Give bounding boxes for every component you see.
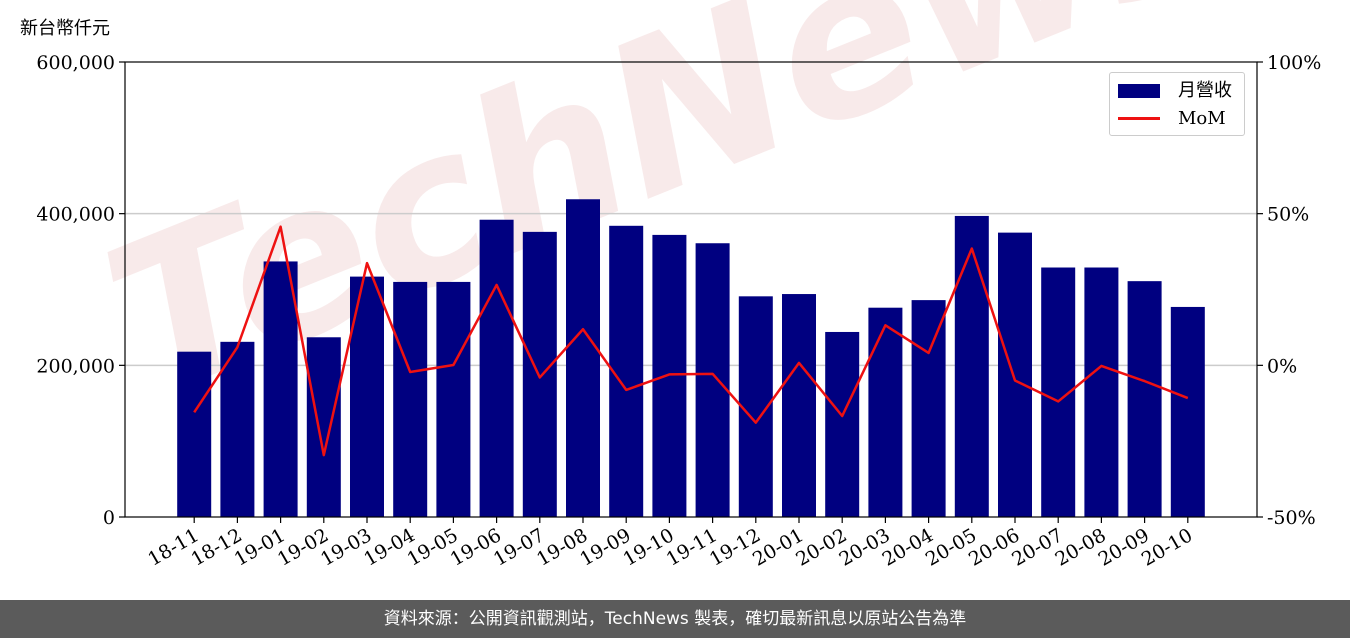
bar-20-03 <box>868 307 903 517</box>
y-right-tick-label-1: 0% <box>1267 355 1297 377</box>
mom-line <box>193 225 1189 457</box>
legend: 月營收 MoM <box>1109 72 1245 136</box>
y-left-tick-label-2: 400,000 <box>36 204 115 226</box>
y-left-tick-label-3: 600,000 <box>36 52 115 74</box>
bar-19-05 <box>436 281 471 517</box>
plot-frame <box>124 61 1258 518</box>
legend-swatch-revenue <box>1118 84 1160 98</box>
y-right-tick-label-3: 100% <box>1267 52 1321 74</box>
legend-swatch-mom <box>1118 117 1160 120</box>
bar-18-12 <box>220 341 255 517</box>
bar-19-02 <box>306 337 341 517</box>
y-right-tick-label-0: -50% <box>1267 507 1316 529</box>
legend-label-revenue: 月營收 <box>1178 80 1232 101</box>
bar-20-09 <box>1127 281 1162 517</box>
bar-19-06 <box>479 219 514 517</box>
bar-20-06 <box>998 232 1032 517</box>
y-left-tick-label-1: 200,000 <box>36 355 115 377</box>
bar-20-05 <box>954 215 989 518</box>
bar-20-02 <box>825 331 860 517</box>
bar-20-01 <box>782 294 816 517</box>
bar-20-08 <box>1084 267 1119 517</box>
bar-18-11 <box>177 351 212 517</box>
bar-19-01 <box>263 261 298 517</box>
chart-area: 新台幣仟元 TechNews 0 200,000 400,000 600,000 -50%… <box>20 0 1321 571</box>
bar-19-04 <box>393 281 428 517</box>
source-footer: 資料來源：公開資訊觀測站，TechNews 製表，確切最新訊息以原站公告為準 <box>0 600 1350 638</box>
chart-svg: TechNews0200,000400,000600,000-50%0%50%1… <box>36 0 1321 571</box>
bar-19-07 <box>522 231 557 517</box>
bar-20-10 <box>1170 306 1205 517</box>
y-axis-unit-label: 新台幣仟元 <box>20 18 110 39</box>
bar-20-04 <box>911 300 946 517</box>
bar-19-10 <box>652 234 687 517</box>
y-left-tick-label-0: 0 <box>103 507 115 529</box>
y-right-tick-label-2: 50% <box>1267 204 1309 226</box>
legend-item-mom: MoM <box>1118 107 1242 131</box>
x-tick-label-20-10: 20-10 <box>1138 524 1196 570</box>
bar-19-09 <box>609 225 644 518</box>
bar-19-11 <box>695 243 730 517</box>
legend-label-mom: MoM <box>1178 108 1226 129</box>
legend-item-revenue: 月營收 <box>1118 79 1242 103</box>
bar-19-08 <box>566 199 600 517</box>
